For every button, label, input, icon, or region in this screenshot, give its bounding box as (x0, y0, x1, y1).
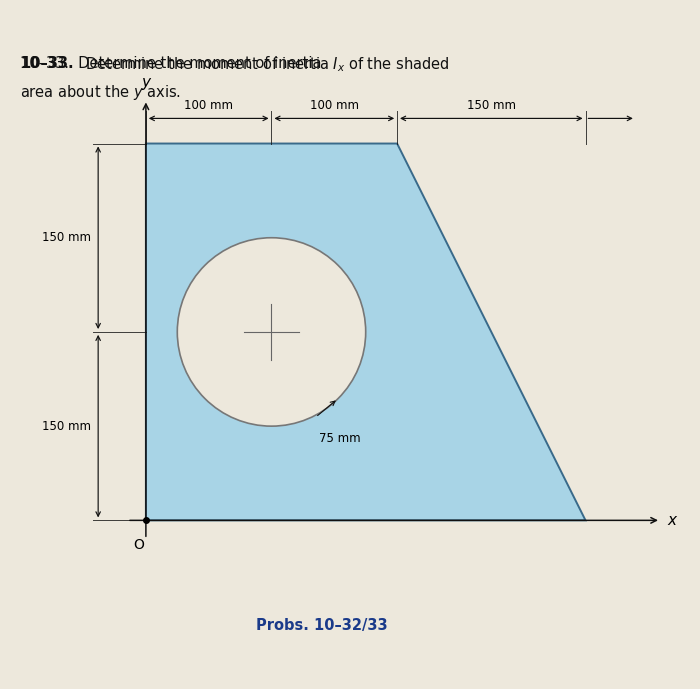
Text: 10–33.  Determine the moment of inertia: 10–33. Determine the moment of inertia (20, 56, 326, 70)
Circle shape (177, 238, 365, 426)
Text: Probs. 10–32/33: Probs. 10–32/33 (256, 619, 388, 633)
Text: 10–33.: 10–33. (20, 56, 74, 70)
Text: O: O (133, 538, 144, 552)
Text: area about the $y$ axis.: area about the $y$ axis. (20, 83, 181, 102)
Text: y: y (141, 74, 150, 90)
Text: 100 mm: 100 mm (184, 99, 233, 112)
Text: 150 mm: 150 mm (41, 420, 90, 433)
Text: 150 mm: 150 mm (41, 232, 90, 244)
Text: 75 mm: 75 mm (319, 433, 361, 445)
Polygon shape (146, 143, 585, 520)
Text: 150 mm: 150 mm (467, 99, 516, 112)
Text: Determine the moment of inertia $I_x$ of the shaded: Determine the moment of inertia $I_x$ of… (76, 56, 449, 74)
Text: 100 mm: 100 mm (310, 99, 359, 112)
Text: x: x (667, 513, 676, 528)
